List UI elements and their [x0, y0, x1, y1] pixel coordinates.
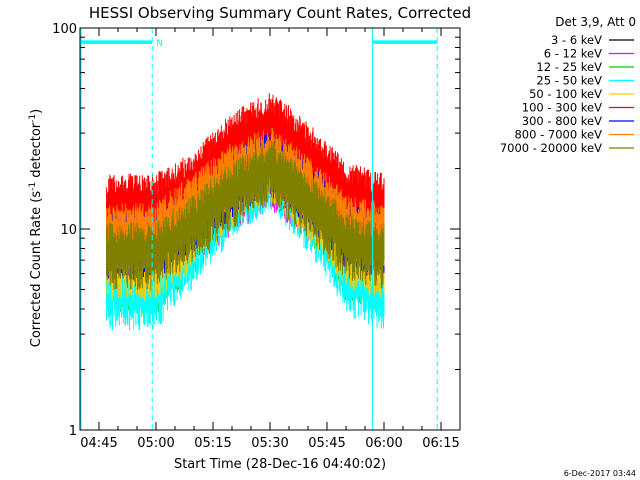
legend-label-5: 100 - 300 keV: [522, 101, 602, 115]
x-tick-label-3: 05:30: [251, 436, 288, 451]
plot-area: N: [80, 28, 438, 430]
legend-header: Det 3,9, Att 0: [555, 15, 636, 29]
legend-label-1: 6 - 12 keV: [544, 47, 602, 61]
legend-label-3: 25 - 50 keV: [536, 74, 602, 88]
legend-label-4: 50 - 100 keV: [529, 87, 602, 101]
legend-label-2: 12 - 25 keV: [536, 60, 602, 74]
x-tick-label-4: 05:45: [308, 436, 345, 451]
y-axis-label: Corrected Count Rate (s-1 detector-1): [28, 109, 44, 347]
x-tick-label-2: 05:15: [194, 436, 231, 451]
footer-date: 6-Dec-2017 03:44: [564, 469, 636, 478]
x-tick-label-1: 05:00: [137, 436, 174, 451]
night-label: N: [156, 39, 163, 49]
legend-label-8: 7000 - 20000 keV: [500, 141, 602, 155]
x-tick-label-0: 04:45: [80, 436, 117, 451]
x-tick-label-6: 06:15: [422, 436, 459, 451]
axes: 04:45 05:00 05:15 05:30 05:45 06:00 06:15 1 10 10…: [52, 22, 461, 451]
x-axis-label: Start Time (28-Dec-16 04:40:02): [174, 457, 386, 472]
legend-label-0: 3 - 6 keV: [551, 33, 602, 47]
y-tick-label-1: 10: [60, 223, 77, 238]
y-tick-label-0: 1: [69, 424, 77, 439]
legend-label-6: 300 - 800 keV: [522, 114, 602, 128]
y-tick-label-2: 100: [52, 22, 77, 37]
x-tick-label-5: 06:00: [365, 436, 402, 451]
chart-title: HESSI Observing Summary Count Rates, Cor…: [89, 4, 471, 22]
legend-label-7: 800 - 7000 keV: [514, 128, 602, 142]
series-8-line: [106, 141, 385, 291]
